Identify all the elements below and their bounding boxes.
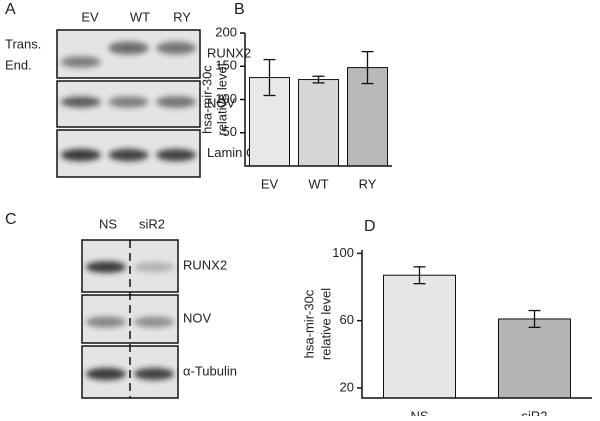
- lane-label: RY: [173, 9, 191, 24]
- y-tick-label: 60: [340, 312, 354, 327]
- panel-label: B: [234, 1, 245, 18]
- blot-band: [108, 96, 149, 108]
- x-tick-label: siR2: [521, 408, 547, 416]
- blot-band: [60, 56, 101, 68]
- protein-label: NOV: [183, 310, 212, 325]
- error-bar: [263, 58, 276, 97]
- panel-label: D: [364, 218, 376, 235]
- axis: [244, 33, 392, 167]
- protein-label: Lamin C: [207, 145, 255, 160]
- error-bar: [312, 75, 325, 84]
- y-axis-label: relative level: [318, 288, 333, 360]
- y-tick-label: 50: [223, 124, 237, 139]
- protein-label: α-Tubulin: [183, 363, 237, 378]
- blot-band: [133, 262, 175, 272]
- axis: [361, 250, 592, 399]
- y-tick-label: 100: [332, 245, 354, 260]
- y-tick-label: 150: [215, 58, 237, 73]
- lane-label: EV: [81, 9, 99, 24]
- blot-band: [60, 148, 101, 162]
- blot-band: [156, 148, 197, 162]
- lane-label: siR2: [139, 216, 165, 231]
- y-axis-label: hsa-mir-30c: [199, 65, 214, 134]
- error-bar: [528, 309, 541, 329]
- y-tick-label: 200: [215, 24, 237, 39]
- bar: [498, 318, 571, 399]
- y-axis-label: relative level: [214, 63, 229, 135]
- x-tick-label: EV: [261, 176, 279, 191]
- lane-label: WT: [130, 9, 150, 24]
- blot-band: [133, 367, 175, 381]
- y-axis-label: hsa-mir-30c: [301, 289, 316, 358]
- x-tick-label: NS: [410, 408, 428, 416]
- bar: [383, 274, 456, 399]
- y-tick-label: 20: [340, 379, 354, 394]
- blot-band: [133, 316, 175, 328]
- panel-label: A: [5, 1, 16, 18]
- blot-band: [60, 96, 101, 108]
- error-bar: [413, 266, 426, 285]
- blot-band: [156, 41, 197, 55]
- y-tick-label: 100: [215, 91, 237, 106]
- band-label: Trans.: [5, 36, 41, 51]
- protein-label: RUNX2: [207, 45, 251, 60]
- blot-band: [85, 261, 127, 273]
- band-label: End.: [5, 57, 32, 72]
- lane-label: NS: [99, 216, 117, 231]
- blot-band: [108, 148, 149, 162]
- blot-band: [85, 367, 127, 381]
- bar: [298, 79, 339, 167]
- protein-label: RUNX2: [183, 257, 227, 272]
- protein-label: NOV: [207, 95, 236, 110]
- blot-band: [156, 96, 197, 108]
- error-bar: [361, 50, 374, 85]
- x-tick-label: RY: [359, 176, 377, 191]
- blot-band: [85, 316, 127, 328]
- x-tick-label: WT: [308, 176, 328, 191]
- blot-band: [108, 41, 149, 55]
- panel-label: C: [5, 211, 17, 228]
